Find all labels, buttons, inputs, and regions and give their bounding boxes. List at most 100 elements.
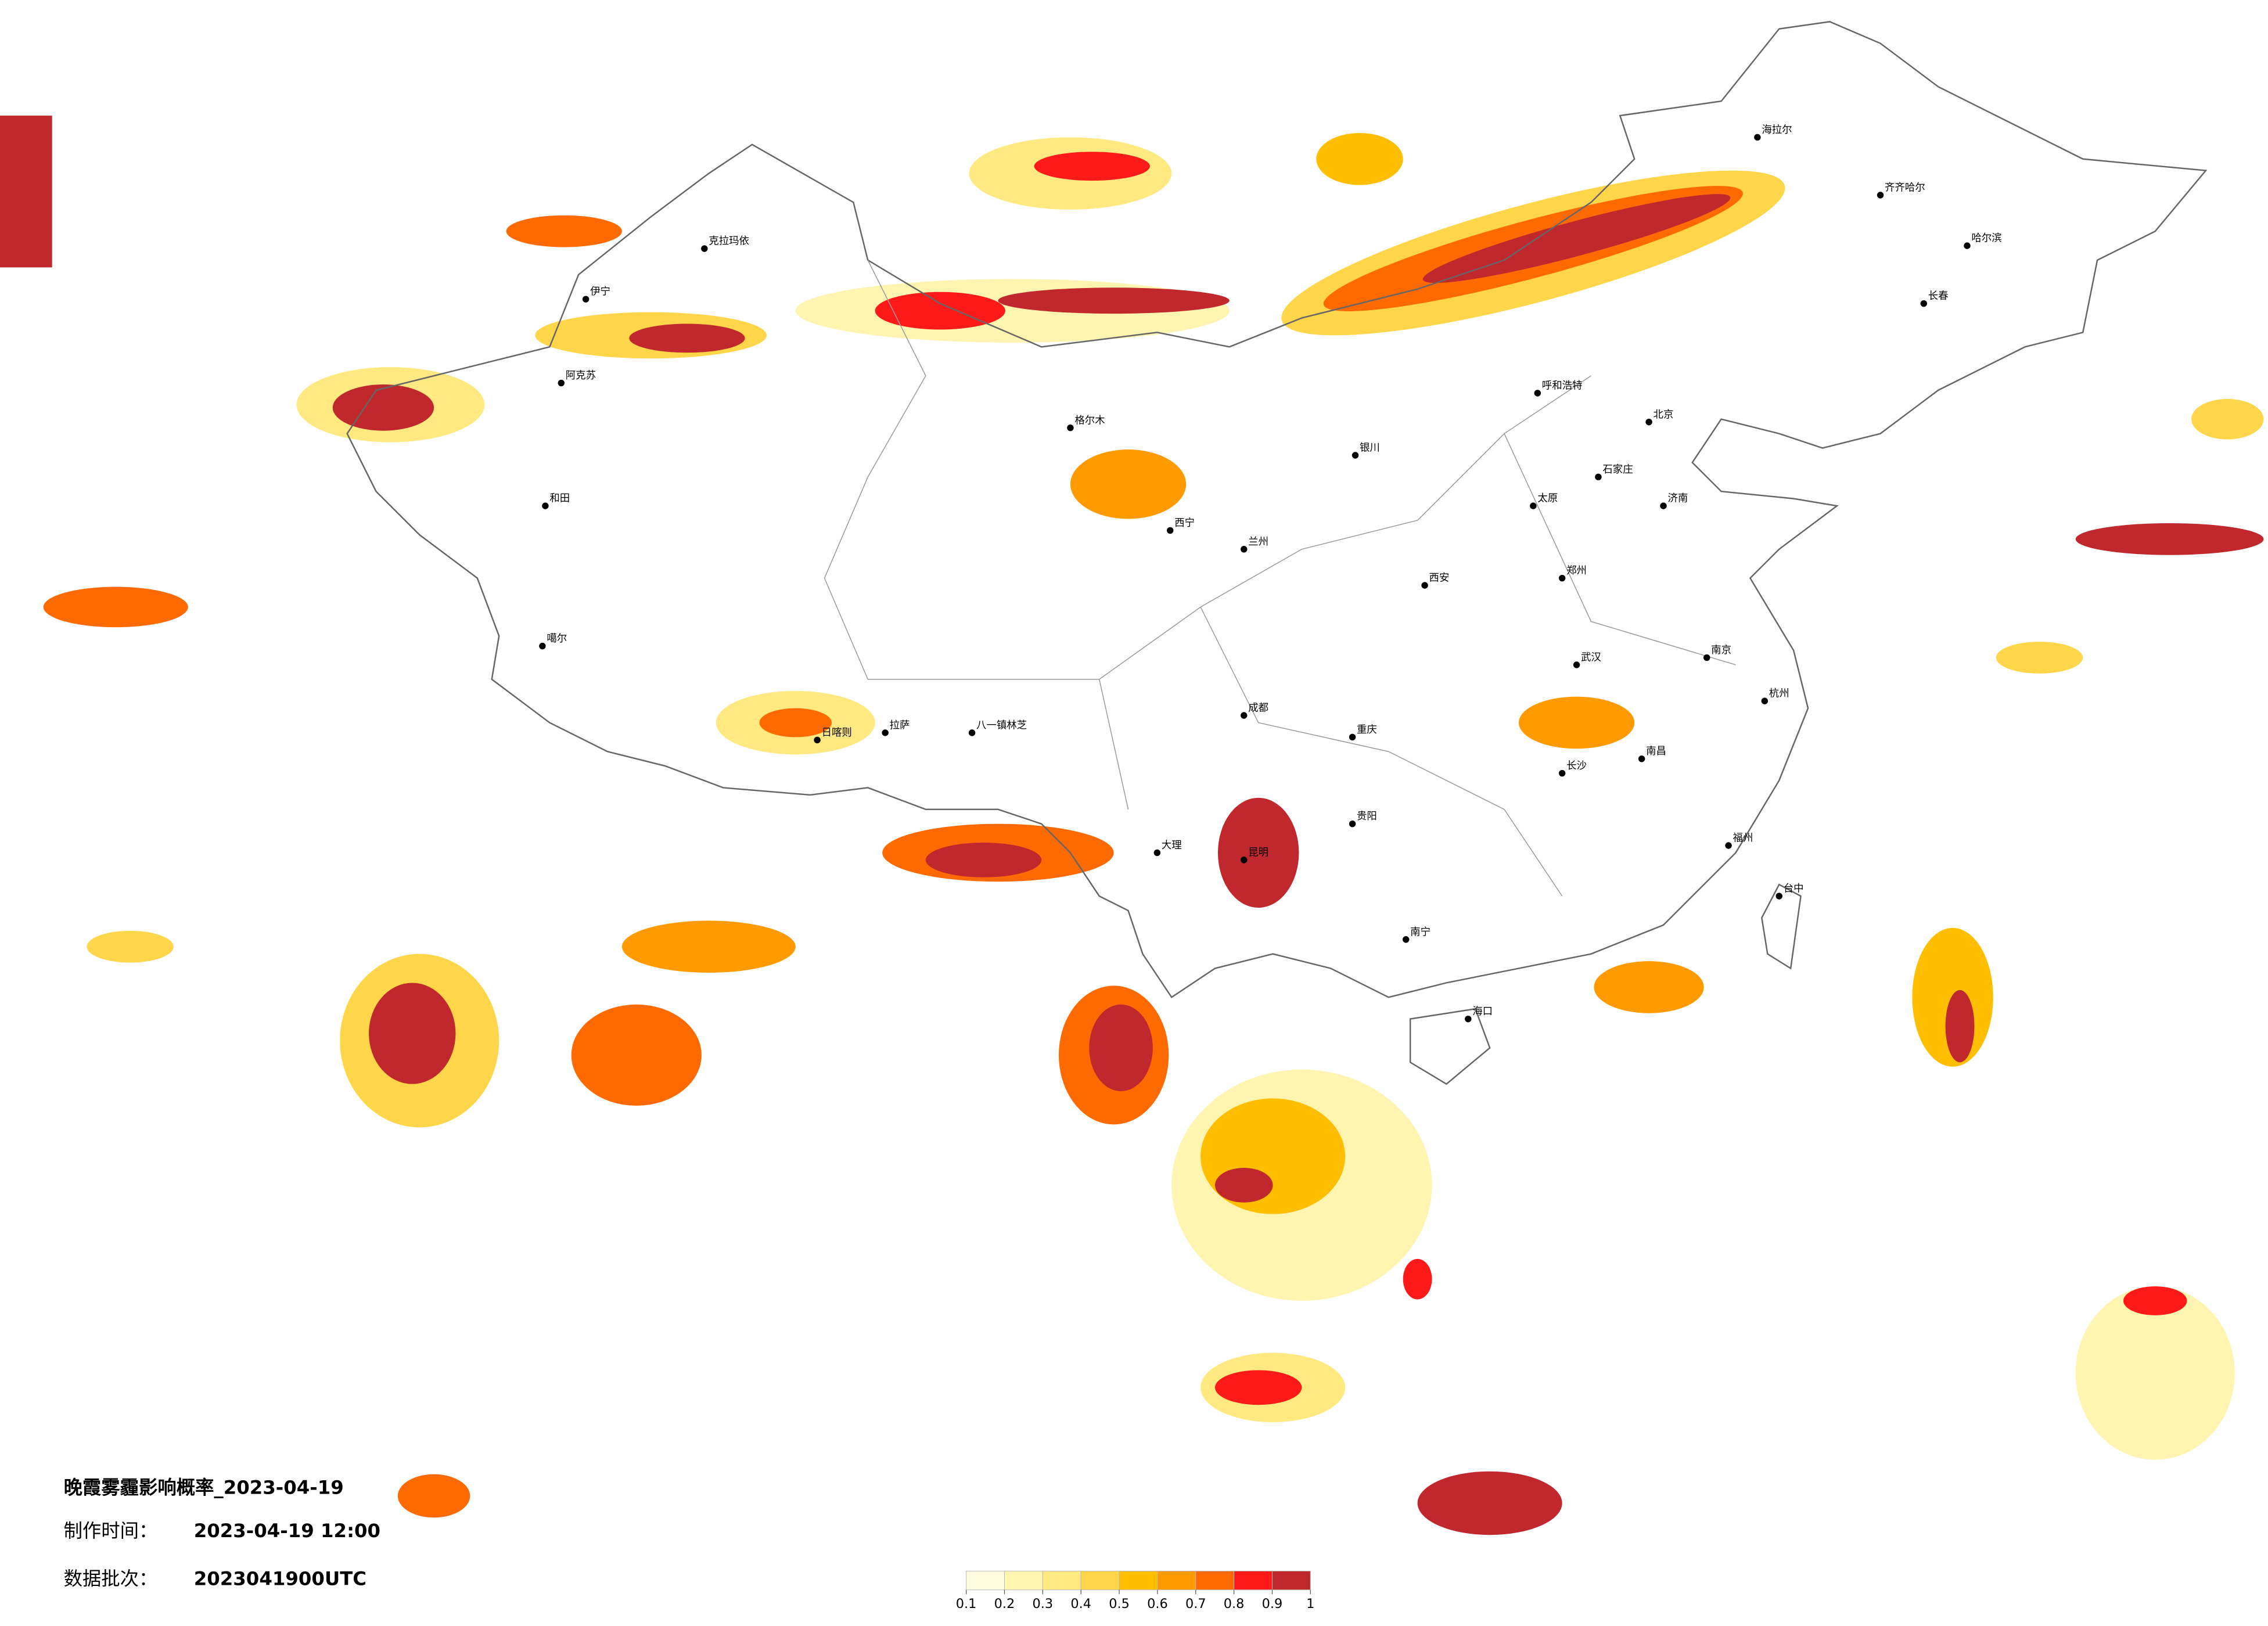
legend-label: 0.8 — [1224, 1596, 1245, 1611]
haze-cell — [1594, 961, 1704, 1013]
map-title: 晚霞雾霾影响概率_2023-04-19 — [64, 1477, 344, 1499]
city-dot — [1558, 769, 1566, 777]
legend-swatch — [1004, 1570, 1043, 1591]
city-label: 长沙 — [1566, 760, 1587, 772]
legend-swatch — [1119, 1570, 1158, 1591]
province-border — [824, 260, 1736, 897]
city-label: 长春 — [1928, 290, 1949, 302]
island-border — [1761, 883, 1802, 970]
city-dot — [1638, 755, 1645, 762]
haze-cell — [2123, 1286, 2187, 1315]
city-dot — [968, 729, 976, 736]
legend-swatch — [1080, 1570, 1120, 1591]
haze-cell — [1201, 1098, 1346, 1214]
haze-cell — [1034, 152, 1150, 181]
city-dot — [1402, 936, 1410, 943]
legend-swatch — [1157, 1570, 1196, 1591]
city-dot — [1703, 654, 1710, 661]
haze-cell — [621, 920, 796, 973]
haze-cell — [1518, 696, 1635, 749]
city-dot — [1558, 574, 1566, 582]
haze-cell — [1316, 132, 1403, 185]
city-label: 太原 — [1537, 493, 1558, 505]
city-dot — [1167, 527, 1174, 534]
haze-cell — [629, 323, 745, 353]
city-dot — [542, 502, 549, 509]
city-label: 福州 — [1733, 833, 1753, 844]
city-label: 格尔木 — [1074, 415, 1105, 426]
batch-value: 2023041900UTC — [194, 1567, 366, 1589]
haze-cell — [571, 1004, 702, 1106]
haze-cell — [397, 1474, 470, 1518]
city-label: 贵阳 — [1357, 811, 1377, 822]
city-label: 台中 — [1784, 883, 1804, 895]
haze-cell — [1214, 1168, 1273, 1203]
city-label: 噶尔 — [547, 633, 567, 645]
city-label: 海拉尔 — [1762, 124, 1792, 136]
city-label: 南宁 — [1410, 926, 1430, 938]
city-label: 北京 — [1654, 409, 1674, 420]
city-dot — [1754, 134, 1761, 141]
haze-cell — [1996, 642, 2083, 674]
city-dot — [1920, 300, 1928, 307]
legend-label: 0.6 — [1147, 1596, 1168, 1611]
city-dot — [539, 642, 546, 650]
city-label: 南京 — [1711, 645, 1731, 656]
city-dot — [1595, 473, 1602, 481]
city-dot — [1530, 502, 1537, 509]
haze-cell — [1417, 1471, 1562, 1535]
made-label: 制作时间： — [64, 1520, 158, 1542]
city-dot — [814, 736, 821, 744]
legend-label: 1 — [1306, 1596, 1314, 1611]
city-label: 昆明 — [1248, 847, 1268, 858]
city-dot — [582, 296, 590, 303]
legend-label: 0.3 — [1033, 1596, 1054, 1611]
haze-cell — [2075, 1286, 2235, 1460]
haze-cell — [925, 843, 1042, 877]
city-label: 郑州 — [1566, 565, 1587, 577]
legend-label: 0.4 — [1070, 1596, 1091, 1611]
haze-cell — [0, 116, 52, 268]
legend-label: 0.5 — [1109, 1596, 1130, 1611]
city-label: 银川 — [1360, 443, 1380, 454]
haze-cell — [332, 384, 434, 431]
city-label: 齐齐哈尔 — [1885, 182, 1925, 194]
legend-label: 0.2 — [994, 1596, 1015, 1611]
city-dot — [1352, 452, 1359, 459]
city-label: 哈尔滨 — [1971, 233, 2001, 244]
haze-cell — [1945, 990, 1975, 1063]
city-dot — [558, 379, 565, 387]
haze-cell — [998, 287, 1230, 314]
city-label: 阿克苏 — [566, 370, 596, 382]
city-label: 西宁 — [1174, 517, 1195, 529]
city-label: 西安 — [1429, 573, 1450, 584]
made-value: 2023-04-19 12:00 — [194, 1520, 380, 1542]
haze-cell — [1070, 449, 1187, 519]
city-dot — [1660, 502, 1667, 509]
city-label: 兰州 — [1248, 536, 1268, 548]
city-dot — [1349, 820, 1356, 828]
city-label: 日喀则 — [822, 727, 852, 739]
legend: 0.1 0.2 0.3 0.4 0.5 0.6 0.7 0.8 0.9 1 — [956, 1570, 1314, 1611]
legend-label: 0.1 — [956, 1596, 977, 1611]
haze-cell — [2075, 523, 2264, 555]
city-dot — [1775, 893, 1782, 900]
legend-swatch — [1042, 1570, 1081, 1591]
city-dot — [1534, 390, 1541, 397]
batch-label: 数据批次： — [64, 1567, 158, 1589]
island-border — [1409, 1008, 1491, 1085]
city-dot — [882, 729, 889, 736]
haze-cell — [43, 587, 188, 628]
legend-swatch — [1195, 1570, 1235, 1591]
haze-cell — [506, 215, 622, 247]
haze-cell — [2191, 398, 2264, 440]
city-label: 济南 — [1667, 493, 1688, 505]
legend-swatch — [1234, 1570, 1273, 1591]
haze-cell — [759, 708, 832, 738]
haze-cell — [875, 292, 1005, 330]
city-label: 拉萨 — [890, 720, 910, 731]
haze-cell — [369, 983, 456, 1084]
city-label: 武汉 — [1581, 652, 1601, 663]
